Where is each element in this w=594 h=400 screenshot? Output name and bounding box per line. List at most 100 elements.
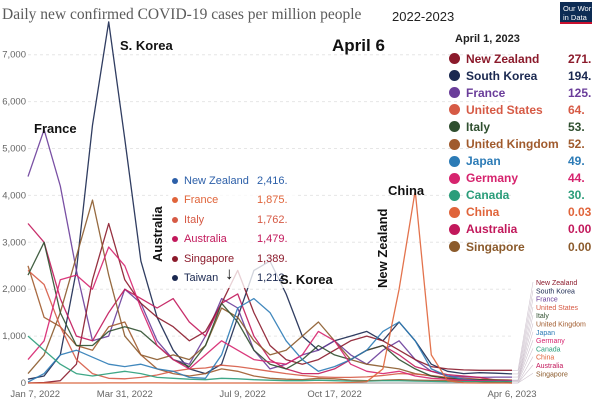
snapshot-row: Italy 53. xyxy=(445,118,594,135)
series-line xyxy=(27,265,512,382)
series-line xyxy=(27,223,513,384)
legend-connector xyxy=(512,331,534,382)
tooltip-dot-icon xyxy=(172,236,178,243)
annotation-new-zealand: New Zealand xyxy=(375,208,390,288)
snapshot-date: April 1, 2023 xyxy=(455,33,520,45)
series-line xyxy=(27,222,512,384)
tooltip-dot-icon xyxy=(172,177,178,184)
snapshot-country: Japan xyxy=(466,154,501,169)
series-dot-icon xyxy=(449,104,460,116)
series-dot-icon xyxy=(449,53,460,65)
tooltip-row: France 1,875. xyxy=(168,191,296,211)
snapshot-value: 53. xyxy=(568,119,585,134)
x-tick-label: Oct 17, 2022 xyxy=(307,389,361,400)
legend-label: United Kingdom xyxy=(536,322,586,329)
series-dot-icon xyxy=(449,87,460,99)
snapshot-row: United Kingdom 52. xyxy=(445,135,594,152)
x-tick-label: Mar 31, 2022 xyxy=(97,389,153,400)
snapshot-value: 52. xyxy=(568,137,585,152)
tooltip-value: 1,479. xyxy=(257,233,288,246)
legend-connector xyxy=(512,348,534,382)
series-line xyxy=(27,335,512,383)
annotation-korea-peak: S. Korea xyxy=(120,38,173,53)
snapshot-value: 64. xyxy=(568,102,585,117)
snapshot-row: Germany 44. xyxy=(445,170,594,187)
series-dot-icon xyxy=(449,121,460,133)
hover-tooltip: New Zealand 2,416. France 1,875. Italy 1,762.… xyxy=(168,171,296,288)
snapshot-country: Germany xyxy=(466,171,519,186)
legend-connector xyxy=(512,281,534,371)
tooltip-value: 1,389. xyxy=(257,252,288,265)
snapshot-value: 0.03 xyxy=(568,205,592,220)
logo-line-1: Our Wor xyxy=(563,4,592,13)
legend-connector xyxy=(512,290,534,375)
legend-label: Australia xyxy=(536,363,563,370)
y-tick-label: 6,000 xyxy=(2,97,26,108)
tooltip-row: Taiwan 1,212. xyxy=(168,269,296,289)
series-dot-icon xyxy=(449,206,460,218)
series-dot-icon xyxy=(449,223,460,235)
tooltip-row: New Zealand 2,416. xyxy=(168,171,296,191)
period-label: 2022-2023 xyxy=(392,9,455,24)
snapshot-country: China xyxy=(466,205,500,220)
y-tick-label: 1,000 xyxy=(2,331,26,342)
x-tick-label: Jan 7, 2022 xyxy=(10,389,60,400)
snapshot-country: Italy xyxy=(466,119,491,134)
series-dot-icon xyxy=(449,189,460,201)
chart-title: Daily new confirmed COVID-19 cases per m… xyxy=(2,6,362,23)
snapshot-country: Singapore xyxy=(466,239,525,254)
snapshot-value: 44. xyxy=(568,171,585,186)
series-line xyxy=(27,246,512,382)
tooltip-value: 1,762. xyxy=(257,213,288,226)
tooltip-dot-icon xyxy=(172,275,178,282)
tooltip-row: Australia 1,479. xyxy=(168,230,296,250)
series-dot-icon xyxy=(449,138,460,150)
annotation-china: China xyxy=(388,183,425,198)
snapshot-value: 49. xyxy=(568,154,585,169)
snapshot-country: New Zealand xyxy=(466,51,540,66)
snapshot-panel: April 1, 2023 New Zealand 271. South Korea… xyxy=(445,30,594,260)
snapshot-country: Australia xyxy=(466,222,518,237)
tooltip-value: 1,875. xyxy=(257,194,288,207)
snapshot-row: United States 64. xyxy=(445,101,594,118)
legend-connector xyxy=(512,373,534,384)
tooltip-country: Taiwan xyxy=(184,272,219,285)
legend-label: France xyxy=(536,297,558,304)
snapshot-value: 125. xyxy=(568,85,592,100)
owid-logo: Our Wor in Data xyxy=(560,2,592,24)
snapshot-row: Japan 49. xyxy=(445,153,594,170)
snapshot-country: United States xyxy=(466,102,543,117)
tooltip-value: 1,212. xyxy=(257,272,288,285)
tooltip-country: Singapore xyxy=(184,252,235,265)
y-tick-label: 2,000 xyxy=(2,284,26,295)
legend-label: Germany xyxy=(536,338,565,345)
legend-label: Italy xyxy=(536,313,549,320)
legend-label: South Korea xyxy=(536,288,575,295)
tooltip-country: Australia xyxy=(184,233,227,246)
snapshot-row: France 125. xyxy=(445,84,594,101)
series-dot-icon xyxy=(449,241,460,253)
snapshot-country: South Korea xyxy=(466,68,538,83)
tooltip-value: 2,416. xyxy=(257,174,288,187)
x-tick-label: Apr 6, 2023 xyxy=(487,389,536,400)
snapshot-value: 0.00 xyxy=(568,239,592,254)
y-tick-label: 5,000 xyxy=(2,144,26,155)
snapshot-row: South Korea 194. xyxy=(445,67,594,84)
tooltip-dot-icon xyxy=(172,216,178,223)
logo-line-2: in Data xyxy=(563,13,587,22)
series-dot-icon xyxy=(449,172,460,184)
y-tick-label: 0 xyxy=(21,378,26,389)
series-dot-icon xyxy=(449,70,460,82)
series-line xyxy=(27,297,513,383)
series-dot-icon xyxy=(449,155,460,167)
annotation-france: France xyxy=(34,121,77,136)
snapshot-value: 194. xyxy=(568,68,592,83)
legend-label: United States xyxy=(536,305,579,312)
annotation-australia: Australia xyxy=(150,206,165,262)
tooltip-country: New Zealand xyxy=(184,174,249,187)
y-tick-label: 4,000 xyxy=(2,190,26,201)
snapshot-row: New Zealand 271. xyxy=(445,50,594,67)
tooltip-dot-icon xyxy=(172,255,178,262)
legend-label: China xyxy=(536,355,554,362)
series-line xyxy=(28,190,512,384)
